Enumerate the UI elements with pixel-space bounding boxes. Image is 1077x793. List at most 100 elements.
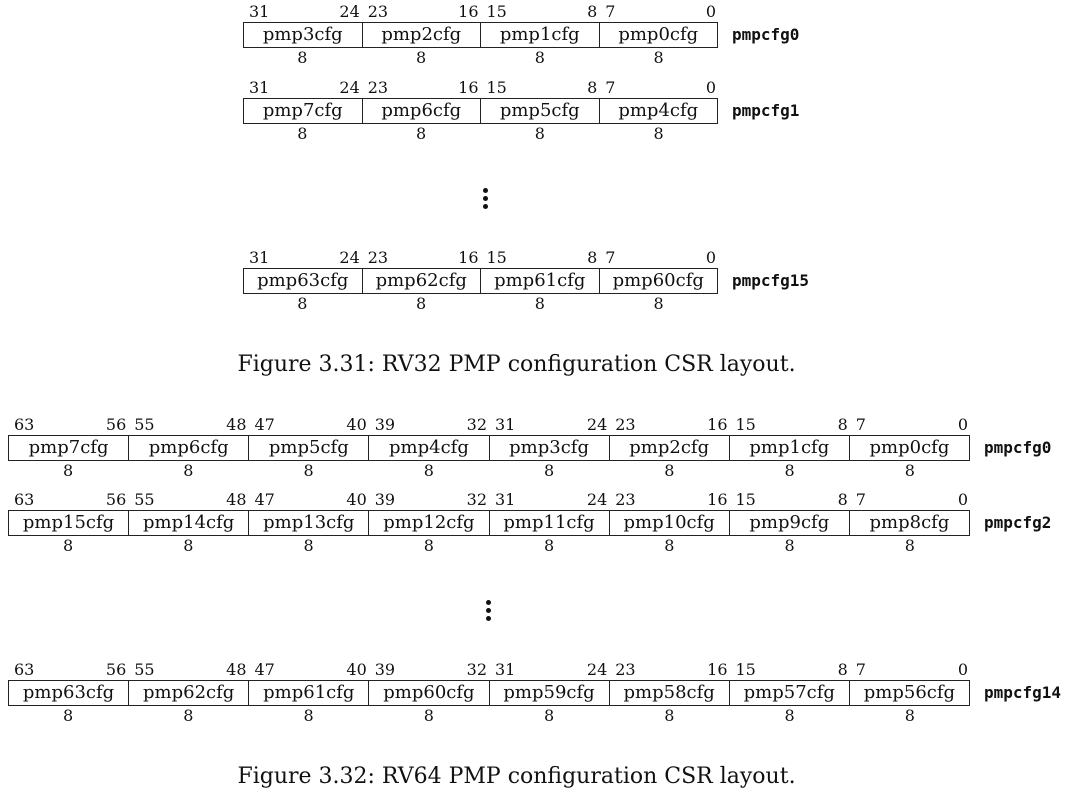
field-width: 8 — [534, 294, 545, 313]
bit-positions: 31 24 23 16 15 8 7 0 — [243, 248, 718, 268]
field-pmp0cfg: pmp0cfg — [618, 24, 699, 45]
register-pmpcfg2: 63 56 55 48 47 40 39 32 31 24 23 16 15 8 7 0 pmp15cfg pmp… — [8, 490, 1051, 556]
field-pmp10cfg: pmp10cfg — [610, 511, 730, 535]
field-width: 8 — [653, 48, 664, 67]
field-width: 8 — [904, 536, 915, 555]
bit-label-low: 0 — [705, 2, 716, 21]
bit-label-low: 8 — [587, 78, 598, 97]
bit-label-high: 7 — [605, 78, 616, 97]
field-width: 8 — [416, 48, 427, 67]
bit-label-high: 47 — [254, 415, 275, 434]
field-pmp3cfg: pmp3cfg — [490, 436, 610, 460]
bit-label-low: 24 — [339, 2, 360, 21]
field-pmp3cfg: pmp3cfg — [244, 23, 363, 47]
bit-label-low: 16 — [707, 490, 728, 509]
register-pmpcfg15: 31 24 23 16 15 8 7 0 pmp63cfg pmp62cfg pmp61cfg pmp… — [243, 248, 809, 314]
field-width: 8 — [63, 536, 74, 555]
bit-label-high: 63 — [14, 490, 35, 509]
field-pmp7cfg: pmp7cfg — [9, 436, 130, 460]
bit-label-high: 31 — [495, 660, 516, 679]
register-name: pmpcfg1 — [732, 101, 800, 120]
bit-label-low: 48 — [226, 415, 247, 434]
field-width: 8 — [653, 294, 664, 313]
field-width: 8 — [423, 706, 434, 725]
register-fields: pmp7cfg pmp6cfg pmp5cfg pmp4cfg — [243, 98, 718, 124]
register-name: pmpcfg2 — [984, 513, 1052, 532]
bit-label-high: 23 — [615, 415, 636, 434]
bit-label-low: 24 — [339, 78, 360, 97]
figure-caption: Figure 3.32: RV64 PMP configuration CSR … — [237, 764, 796, 789]
field-width: 8 — [423, 461, 434, 480]
register-fields: pmp63cfg pmp62cfg pmp61cfg pmp60cfg — [243, 268, 718, 294]
field-widths: 8 8 8 8 8 8 8 8 — [8, 536, 970, 556]
field-pmp12cfg: pmp12cfg — [369, 511, 490, 535]
bit-label-low: 8 — [837, 660, 848, 679]
field-width: 8 — [653, 124, 664, 143]
bit-label-high: 39 — [374, 660, 396, 679]
bit-label-low: 0 — [957, 415, 968, 434]
bit-label-high: 31 — [249, 2, 270, 21]
bit-label-low: 32 — [466, 660, 487, 679]
bit-label-high: 15 — [735, 415, 756, 434]
field-pmp57cfg: pmp57cfg — [730, 681, 850, 705]
field-pmp1cfg: pmp1cfg — [730, 436, 850, 460]
register-pmpcfg0: 63 56 55 48 47 40 39 32 31 24 23 16 15 8 7 0 pmp7cfg pmp6… — [8, 415, 1051, 481]
bit-label-high: 31 — [495, 415, 516, 434]
bit-label-low: 8 — [837, 490, 848, 509]
bit-label-low: 16 — [707, 415, 728, 434]
field-pmp4cfg: pmp4cfg — [369, 436, 490, 460]
field-pmp56cfg: pmp56cfg — [863, 682, 956, 703]
field-pmp5cfg: pmp5cfg — [481, 99, 600, 123]
field-pmp11cfg: pmp11cfg — [490, 511, 610, 535]
field-pmp2cfg: pmp2cfg — [363, 23, 481, 47]
field-width: 8 — [534, 124, 545, 143]
field-pmp60cfg: pmp60cfg — [612, 270, 704, 291]
field-width: 8 — [297, 48, 308, 67]
field-widths: 8 8 8 8 — [243, 48, 718, 68]
field-pmp0cfg: pmp0cfg — [869, 437, 950, 458]
bit-label-low: 32 — [466, 415, 487, 434]
bit-label-low: 0 — [705, 78, 716, 97]
bit-label-high: 7 — [855, 490, 866, 509]
field-pmp59cfg: pmp59cfg — [490, 681, 610, 705]
field-width: 8 — [544, 706, 555, 725]
field-pmp7cfg: pmp7cfg — [244, 99, 363, 123]
field-width: 8 — [183, 536, 194, 555]
field-width: 8 — [784, 536, 795, 555]
bit-label-high: 31 — [249, 78, 270, 97]
field-pmp2cfg: pmp2cfg — [610, 436, 730, 460]
field-pmp5cfg: pmp5cfg — [249, 436, 370, 460]
bit-label-low: 56 — [105, 660, 127, 679]
field-widths: 8 8 8 8 8 8 8 8 — [8, 706, 970, 726]
register-name: pmpcfg0 — [984, 438, 1052, 457]
vertical-ellipsis-icon — [483, 188, 491, 212]
bit-label-high: 7 — [855, 660, 866, 679]
bit-label-low: 40 — [346, 660, 367, 679]
register-pmpcfg0: 31 24 23 16 15 8 7 0 pmp3cfg pmp2cfg pmp1cfg pmp0cf… — [243, 2, 799, 68]
field-width: 8 — [416, 294, 427, 313]
bit-positions: 63 56 55 48 47 40 39 32 31 24 23 16 15 8 7 0 — [8, 415, 970, 435]
register-pmpcfg1: 31 24 23 16 15 8 7 0 pmp7cfg pmp6cfg pmp5cfg pmp4cf… — [243, 78, 799, 144]
field-pmp58cfg: pmp58cfg — [610, 681, 730, 705]
field-width: 8 — [297, 294, 308, 313]
field-width: 8 — [63, 461, 74, 480]
bit-label-high: 39 — [374, 490, 396, 509]
bit-label-high: 7 — [605, 2, 616, 21]
bit-label-high: 23 — [367, 248, 389, 267]
bit-label-high: 47 — [254, 490, 275, 509]
field-pmp63cfg: pmp63cfg — [9, 681, 130, 705]
field-width: 8 — [784, 461, 795, 480]
register-fields: pmp63cfg pmp62cfg pmp61cfg pmp60cfg pmp59cfg… — [8, 680, 970, 706]
field-pmp60cfg: pmp60cfg — [369, 681, 490, 705]
bit-label-low: 8 — [587, 2, 598, 21]
field-pmp61cfg: pmp61cfg — [249, 681, 370, 705]
field-width: 8 — [784, 706, 795, 725]
field-pmp1cfg: pmp1cfg — [481, 23, 600, 47]
field-pmp62cfg: pmp62cfg — [363, 269, 481, 293]
bit-positions: 31 24 23 16 15 8 7 0 — [243, 2, 718, 22]
bit-label-low: 24 — [339, 248, 360, 267]
field-pmp8cfg: pmp8cfg — [869, 512, 950, 533]
field-pmp15cfg: pmp15cfg — [9, 511, 130, 535]
register-fields: pmp3cfg pmp2cfg pmp1cfg pmp0cfg — [243, 22, 718, 48]
bit-label-high: 55 — [134, 660, 155, 679]
